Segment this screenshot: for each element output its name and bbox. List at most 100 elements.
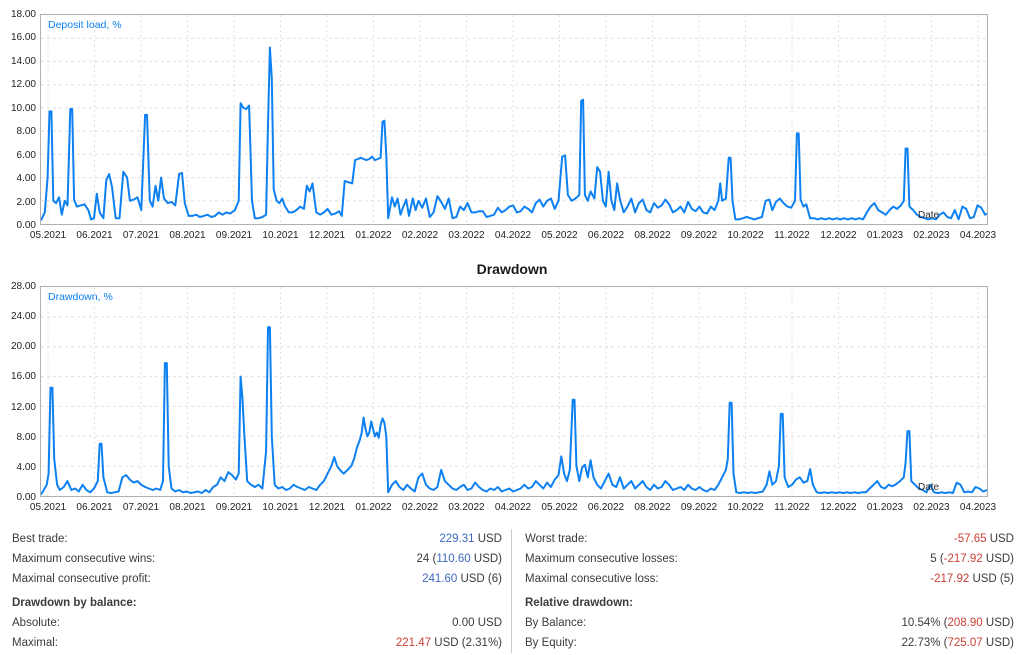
stats-column-divider <box>511 529 512 653</box>
stat-label: Maximum consecutive losses: <box>525 553 678 565</box>
y-axis-label: 0.00 <box>16 492 36 503</box>
date-axis-label: Date <box>918 482 940 493</box>
stat-value-part: 208.90 <box>947 617 983 629</box>
stat-value-part: 221.47 <box>395 637 432 649</box>
stat-value: -57.65 USD <box>954 533 1014 545</box>
y-axis-label: 8.00 <box>16 431 36 443</box>
stat-value-part: 24 ( <box>416 553 437 565</box>
stat-value-part: USD (6) <box>457 573 502 585</box>
x-axis-label: 02.2022 <box>401 502 439 513</box>
y-axis-label: 16.00 <box>10 32 36 44</box>
stat-label: Maximal consecutive profit: <box>12 573 151 585</box>
stat-row: Maximum consecutive wins: 24 (110.60 USD) <box>12 549 502 569</box>
x-axis-label: 10.2021 <box>262 502 299 513</box>
drawdown-legend-label: Drawdown, % <box>48 291 113 303</box>
x-axis-label: 04.2022 <box>494 502 532 513</box>
x-axis-label: 01.2023 <box>866 230 904 241</box>
x-axis-label: 07.2021 <box>122 502 160 513</box>
x-axis-label: 12.2022 <box>820 230 857 241</box>
x-axis-label: 07.2021 <box>122 230 160 241</box>
x-axis-label: 09.2022 <box>680 230 718 241</box>
x-axis-label: 01.2023 <box>866 502 904 513</box>
stat-row: By Balance: 10.54% (208.90 USD) <box>525 613 1014 633</box>
stats-right-column: Worst trade: -57.65 USD Maximum consecutiv… <box>525 529 1014 653</box>
stat-row: Maximal consecutive loss: -217.92 USD (5) <box>525 569 1014 589</box>
date-axis-label: Date <box>918 210 940 221</box>
x-axis-label: 06.2022 <box>587 502 625 513</box>
x-axis-label: 01.2022 <box>355 230 392 241</box>
stat-value: 24 (110.60 USD) <box>417 553 502 565</box>
drawdown-chart-title: Drawdown <box>476 261 548 277</box>
x-axis-label: 09.2021 <box>215 502 253 513</box>
x-axis-label: 11.2022 <box>774 230 810 241</box>
stat-value-part: USD) <box>982 553 1014 565</box>
x-axis-label: 03.2022 <box>448 502 485 513</box>
stat-value-part: USD) <box>982 637 1014 649</box>
stat-value-part: -217.92 <box>930 573 970 585</box>
stat-value-part: -217.92 <box>943 553 983 565</box>
stat-label: Drawdown by balance: <box>12 597 137 609</box>
stat-value: 241.60 USD (6) <box>422 573 502 585</box>
stat-label: Worst trade: <box>525 533 588 545</box>
stat-value: 221.47 USD (2.31%) <box>396 637 502 649</box>
y-axis-label: 2.00 <box>16 196 36 208</box>
y-axis-label: 8.00 <box>16 126 36 138</box>
stat-row: Relative drawdown: <box>525 593 1014 613</box>
x-axis-label: 12.2022 <box>820 502 857 513</box>
stat-value-part: 5 ( <box>930 553 944 565</box>
stat-value-part: USD (2.31%) <box>431 637 502 649</box>
stat-row: By Equity: 22.73% (725.07 USD) <box>525 633 1014 653</box>
x-axis-label: 08.2021 <box>169 230 206 241</box>
deposit-load-svg <box>41 15 987 224</box>
stat-value-part: 110.60 <box>436 553 471 565</box>
stat-value-part: USD <box>474 533 502 545</box>
deposit-load-line <box>41 46 987 221</box>
stat-label: Relative drawdown: <box>525 597 633 609</box>
stat-value-part: USD (5) <box>969 573 1014 585</box>
stat-row: Drawdown by balance: <box>12 593 502 613</box>
x-axis-label: 09.2021 <box>215 230 253 241</box>
x-axis-label: 09.2022 <box>680 502 718 513</box>
stat-label: By Equity: <box>525 637 577 649</box>
stat-row: Maximal consecutive profit: 241.60 USD (6… <box>12 569 502 589</box>
stat-label: By Balance: <box>525 617 587 629</box>
x-axis-label: 12.2021 <box>308 502 346 513</box>
stat-label: Maximum consecutive wins: <box>12 553 156 565</box>
y-axis-label: 6.00 <box>16 149 36 161</box>
stat-label: Maximal: <box>12 637 59 649</box>
x-axis-label: 04.2023 <box>959 230 997 241</box>
drawdown-svg <box>41 287 987 496</box>
x-axis-label: 02.2022 <box>401 230 439 241</box>
stat-value-part: 0.00 USD <box>452 617 502 629</box>
y-axis-label: 16.00 <box>10 371 36 383</box>
y-axis-label: 14.00 <box>10 55 36 67</box>
x-axis-label: 06.2021 <box>76 502 113 513</box>
stat-row: Absolute: 0.00 USD <box>12 613 502 633</box>
x-axis-label: 06.2021 <box>76 230 113 241</box>
stat-value: 5 (-217.92 USD) <box>930 553 1014 565</box>
stat-value: 0.00 USD <box>452 617 502 629</box>
x-axis-label: 10.2022 <box>727 230 764 241</box>
x-axis-label: 05.2021 <box>29 502 67 513</box>
stat-value-part: 725.07 <box>947 637 983 649</box>
stat-label: Maximal consecutive loss: <box>525 573 659 585</box>
x-axis-label: 12.2021 <box>308 230 346 241</box>
x-axis-label: 05.2022 <box>541 230 578 241</box>
x-axis-label: 01.2022 <box>355 502 392 513</box>
y-axis-label: 24.00 <box>10 311 36 323</box>
y-axis-label: 4.00 <box>16 173 36 185</box>
stat-value-part: USD) <box>982 617 1014 629</box>
y-axis-label: 0.00 <box>16 220 36 231</box>
stat-value-part: 241.60 <box>422 573 458 585</box>
deposit-load-plot-area <box>40 14 988 225</box>
stats-left-column: Best trade: 229.31 USD Maximum consecutive… <box>12 529 502 653</box>
stat-label: Best trade: <box>12 533 68 545</box>
stat-value: -217.92 USD (5) <box>930 573 1014 585</box>
x-axis-label: 11.2022 <box>774 502 810 513</box>
stat-value-part: USD) <box>470 553 502 565</box>
x-axis-label: 08.2021 <box>169 502 206 513</box>
y-axis-label: 28.00 <box>10 281 36 292</box>
x-axis-label: 10.2022 <box>727 502 764 513</box>
stat-value-part: 229.31 <box>439 533 475 545</box>
